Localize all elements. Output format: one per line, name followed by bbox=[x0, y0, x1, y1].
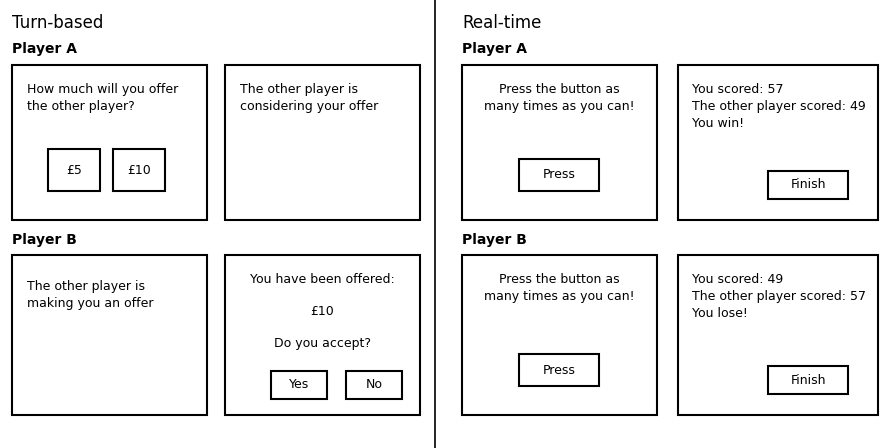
Text: You scored: 49
The other player scored: 57
You lose!: You scored: 49 The other player scored: … bbox=[692, 273, 866, 320]
Text: The other player is
considering your offer: The other player is considering your off… bbox=[240, 83, 378, 113]
Bar bbox=[271, 371, 327, 399]
Text: No: No bbox=[366, 379, 383, 392]
Text: How much will you offer
the other player?: How much will you offer the other player… bbox=[27, 83, 178, 113]
Text: Player B: Player B bbox=[462, 233, 527, 247]
Text: Player A: Player A bbox=[12, 42, 77, 56]
Bar bbox=[519, 159, 599, 191]
Text: £5: £5 bbox=[66, 164, 82, 177]
Bar bbox=[678, 255, 878, 415]
Bar bbox=[462, 65, 657, 220]
Text: Turn-based: Turn-based bbox=[12, 14, 103, 32]
Bar bbox=[462, 255, 657, 415]
Bar bbox=[12, 65, 207, 220]
Text: Player A: Player A bbox=[462, 42, 527, 56]
Text: Press the button as
many times as you can!: Press the button as many times as you ca… bbox=[483, 273, 634, 303]
Text: You have been offered:: You have been offered: bbox=[250, 273, 394, 286]
Text: Yes: Yes bbox=[289, 379, 310, 392]
Bar bbox=[519, 354, 599, 386]
Bar bbox=[768, 366, 848, 394]
Text: Press: Press bbox=[542, 363, 575, 376]
Text: Press: Press bbox=[542, 168, 575, 181]
Text: Real-time: Real-time bbox=[462, 14, 541, 32]
Text: £10: £10 bbox=[310, 305, 334, 318]
Text: Press the button as
many times as you can!: Press the button as many times as you ca… bbox=[483, 83, 634, 113]
Text: Do you accept?: Do you accept? bbox=[274, 337, 370, 350]
Bar bbox=[768, 171, 848, 199]
Text: Finish: Finish bbox=[790, 178, 826, 191]
Text: Player B: Player B bbox=[12, 233, 77, 247]
Text: The other player is
making you an offer: The other player is making you an offer bbox=[27, 280, 153, 310]
Bar bbox=[678, 65, 878, 220]
Text: You scored: 57
The other player scored: 49
You win!: You scored: 57 The other player scored: … bbox=[692, 83, 866, 130]
Text: £10: £10 bbox=[128, 164, 151, 177]
Text: Finish: Finish bbox=[790, 374, 826, 387]
Bar bbox=[225, 65, 420, 220]
Bar bbox=[48, 149, 100, 191]
Bar bbox=[113, 149, 165, 191]
Bar bbox=[225, 255, 420, 415]
Bar bbox=[12, 255, 207, 415]
Bar bbox=[346, 371, 402, 399]
